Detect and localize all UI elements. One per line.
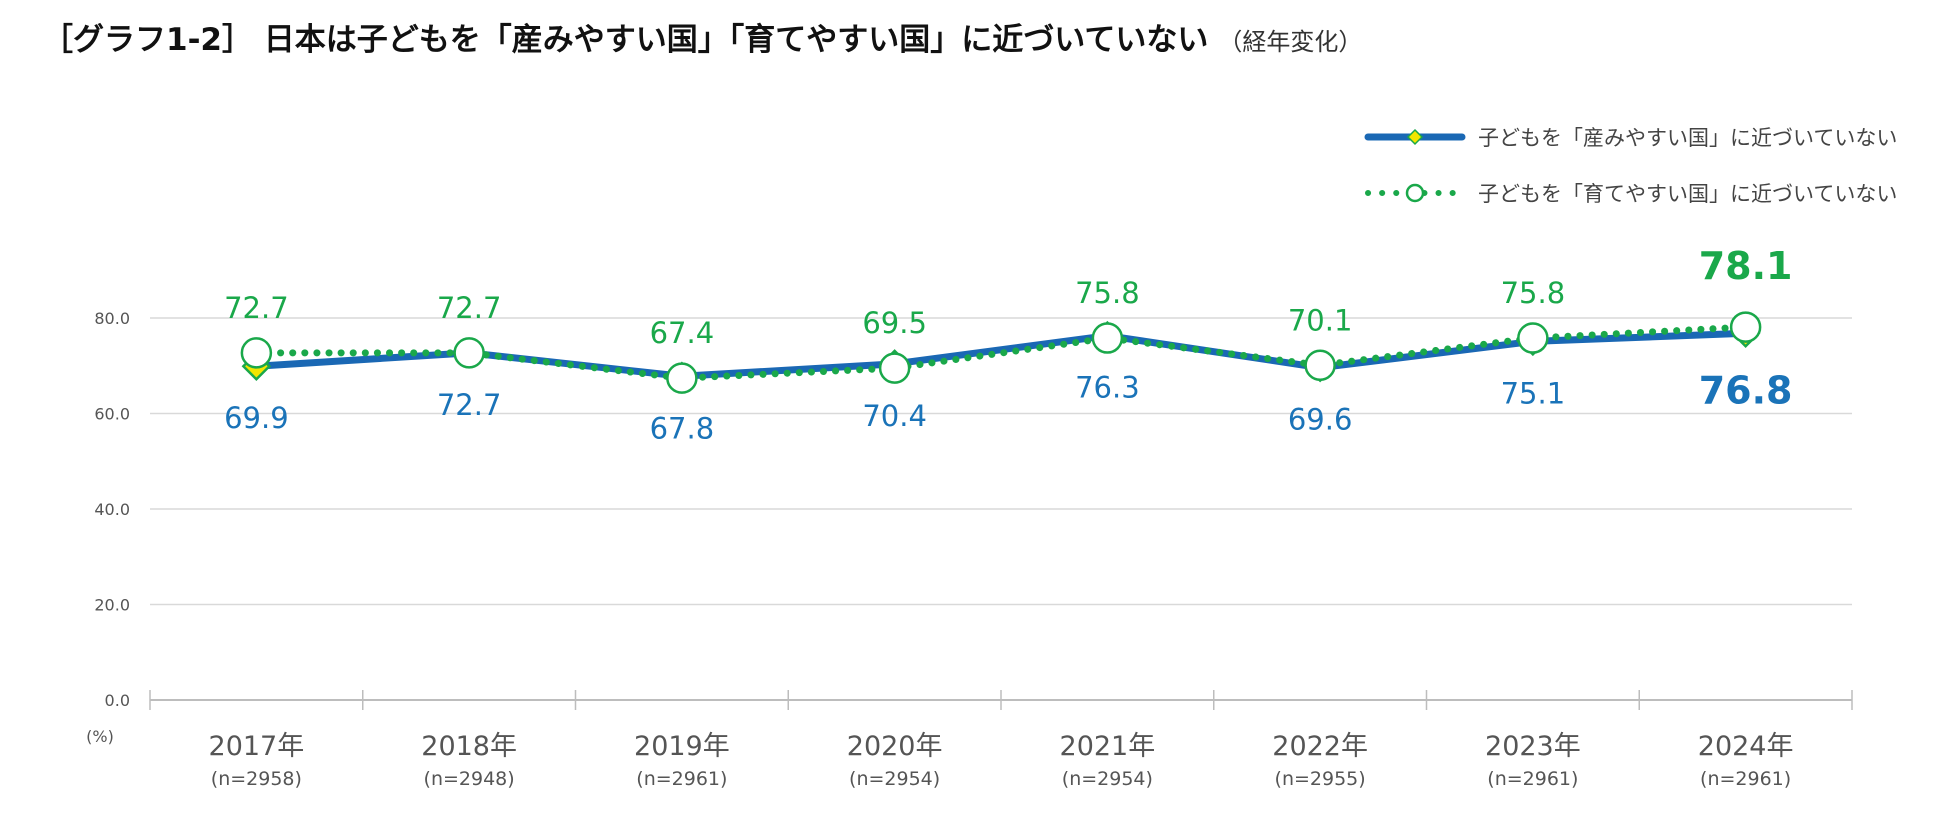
data-label-sanmi: 70.4 [862,399,927,433]
x-tick-label: 2023年 [1485,731,1581,762]
x-tick-label: 2017年 [209,731,305,762]
marker-circle [1304,349,1336,382]
sample-size-label: (n=2961) [636,768,727,790]
x-tick-label: 2024年 [1698,731,1794,762]
data-label-sanmi: 69.9 [224,401,289,435]
marker-circle [878,352,911,384]
data-label-sodate: 67.4 [650,316,715,350]
legend-marker-diamond [1406,128,1424,146]
data-label-sodate: 78.1 [1699,244,1793,288]
series-line-sodate [252,323,1750,382]
y-tick-label: 60.0 [94,405,130,424]
data-label-sanmi: 72.7 [437,388,502,422]
x-tick-label: 2018年 [421,731,517,762]
sample-size-label: (n=2955) [1275,768,1366,790]
data-label-sodate: 75.8 [1075,276,1140,310]
data-label-sodate: 69.5 [862,306,927,340]
chart-title: ［グラフ1-2］ 日本は子どもを「産みやすい国」「育てやすい国」に近づいていない… [42,14,1362,59]
data-label-sodate: 72.7 [437,291,502,325]
marker-circle [453,337,485,369]
chart-title-main: ［グラフ1-2］ 日本は子どもを「産みやすい国」「育てやすい国」に近づいていない [42,22,1209,58]
data-label-sanmi: 76.3 [1075,371,1140,405]
data-label-sanmi: 76.8 [1699,368,1793,412]
y-tick-label: 40.0 [94,500,130,519]
sample-size-label: (n=2954) [849,768,940,790]
sample-size-label: (n=2958) [211,768,302,790]
x-tick-label: 2021年 [1060,731,1156,762]
sample-size-label: (n=2961) [1700,768,1791,790]
marker-circle [1517,322,1549,354]
legend-marker-circle [1405,183,1425,203]
data-label-sanmi: 75.1 [1501,376,1566,410]
x-tick-label: 2022年 [1272,731,1368,762]
data-label-sanmi: 67.8 [650,411,715,445]
legend-label-sanmi: 子どもを「産みやすい国」に近づいていない [1478,126,1897,150]
marker-circle [240,337,273,369]
x-tick-label: 2019年 [634,731,730,762]
data-label-sodate: 70.1 [1288,303,1353,337]
y-unit-label: (%) [86,727,114,746]
x-tick-label: 2020年 [847,731,943,762]
marker-circle [1729,311,1762,343]
data-label-sanmi: 69.6 [1288,403,1353,437]
sample-size-label: (n=2961) [1487,768,1578,790]
sample-size-label: (n=2948) [424,768,515,790]
data-label-sodate: 75.8 [1501,276,1566,310]
chart-title-sub: （経年変化） [1218,28,1363,56]
y-tick-label: 0.0 [105,691,130,710]
y-tick-label: 20.0 [94,596,130,615]
legend-label-sodate: 子どもを「育てやすい国」に近づいていない [1478,182,1897,206]
marker-circle [1091,322,1124,354]
sample-size-label: (n=2954) [1062,768,1153,790]
y-tick-label: 80.0 [94,309,130,328]
data-label-sodate: 72.7 [224,291,289,325]
marker-circle [666,362,698,394]
